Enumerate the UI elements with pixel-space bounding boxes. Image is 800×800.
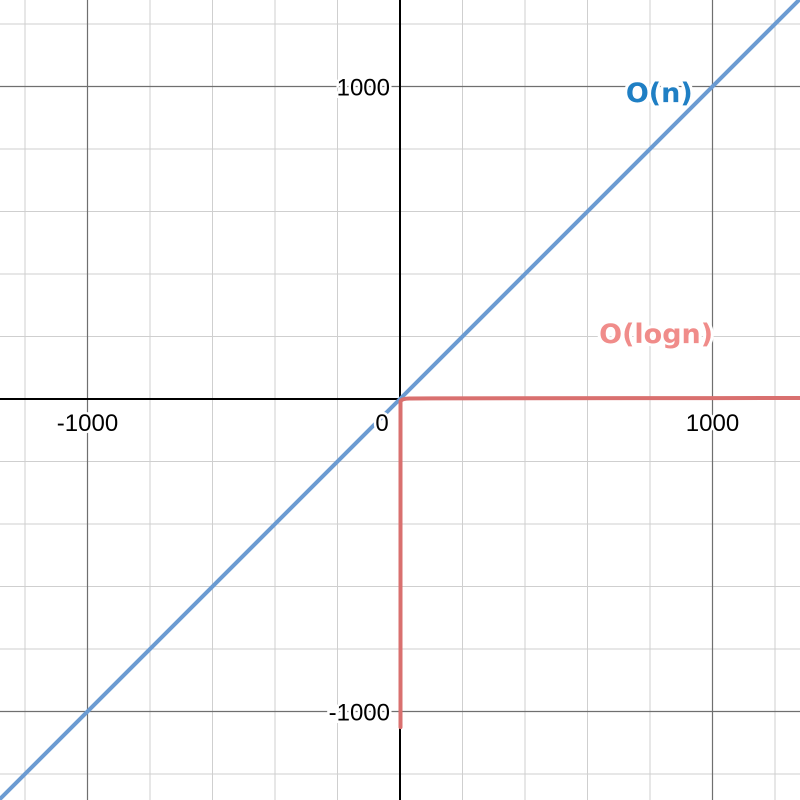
y-tick-label: 1000 xyxy=(337,75,390,102)
series-labels: O(n) O(logn) xyxy=(596,75,716,353)
tick-labels: -1000 0 1000 1000 -1000 xyxy=(54,72,741,729)
x-tick-label: 0 xyxy=(375,410,388,437)
y-tick-label: -1000 xyxy=(329,700,390,727)
series-label-1: O(logn) xyxy=(599,319,713,350)
x-tick-label: -1000 xyxy=(57,410,118,437)
series-label-0: O(n) xyxy=(626,78,693,109)
x-tick-label: 1000 xyxy=(686,410,739,437)
series-line-1 xyxy=(398,396,800,730)
